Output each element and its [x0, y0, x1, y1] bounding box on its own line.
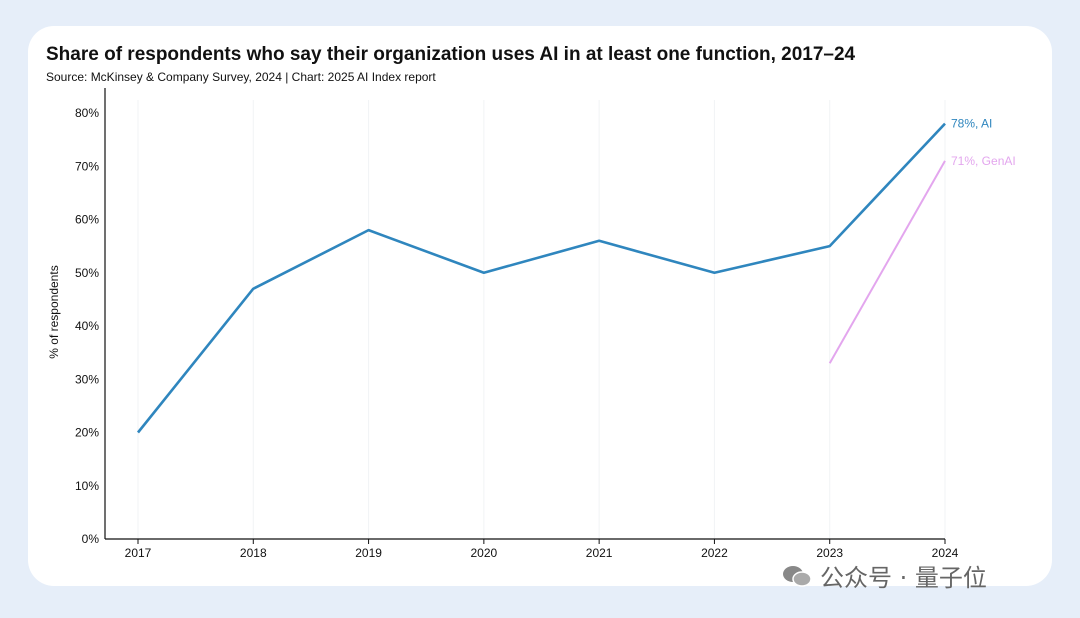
- y-tick-label: 80%: [75, 106, 99, 120]
- chart-title: Share of respondents who say their organ…: [46, 44, 856, 65]
- watermark-text: 公众号 · 量子位: [820, 564, 987, 592]
- end-label-ai: 78%, AI: [951, 117, 992, 131]
- watermark: 公众号 · 量子位: [782, 558, 987, 593]
- y-tick-label: 40%: [75, 319, 99, 333]
- y-tick-label: 20%: [75, 426, 99, 440]
- chart-subtitle: Source: McKinsey & Company Survey, 2024 …: [46, 70, 436, 84]
- series-line-genai: [828, 160, 946, 364]
- y-axis-label: % of respondents: [47, 265, 61, 358]
- x-tick-label: 2019: [355, 546, 382, 560]
- x-tick-label: 2018: [240, 546, 267, 560]
- x-tick-label: 2024: [932, 546, 959, 560]
- y-tick-label: 70%: [75, 159, 99, 173]
- y-tick-label: 0%: [82, 532, 100, 546]
- end-label-genai: 71%, GenAI: [951, 154, 1016, 168]
- y-tick-label: 50%: [75, 266, 99, 280]
- wechat-icon: [782, 564, 812, 588]
- y-tick-label: 30%: [75, 372, 99, 386]
- x-tick-label: 2020: [471, 546, 498, 560]
- series-line-ai: [136, 122, 946, 434]
- x-tick-label: 2022: [701, 546, 728, 560]
- x-tick-label: 2021: [586, 546, 613, 560]
- y-tick-label: 60%: [75, 213, 99, 227]
- chart-card: [28, 26, 1052, 586]
- y-tick-label: 10%: [75, 479, 99, 493]
- x-tick-label: 2017: [125, 546, 152, 560]
- x-tick-label: 2023: [816, 546, 843, 560]
